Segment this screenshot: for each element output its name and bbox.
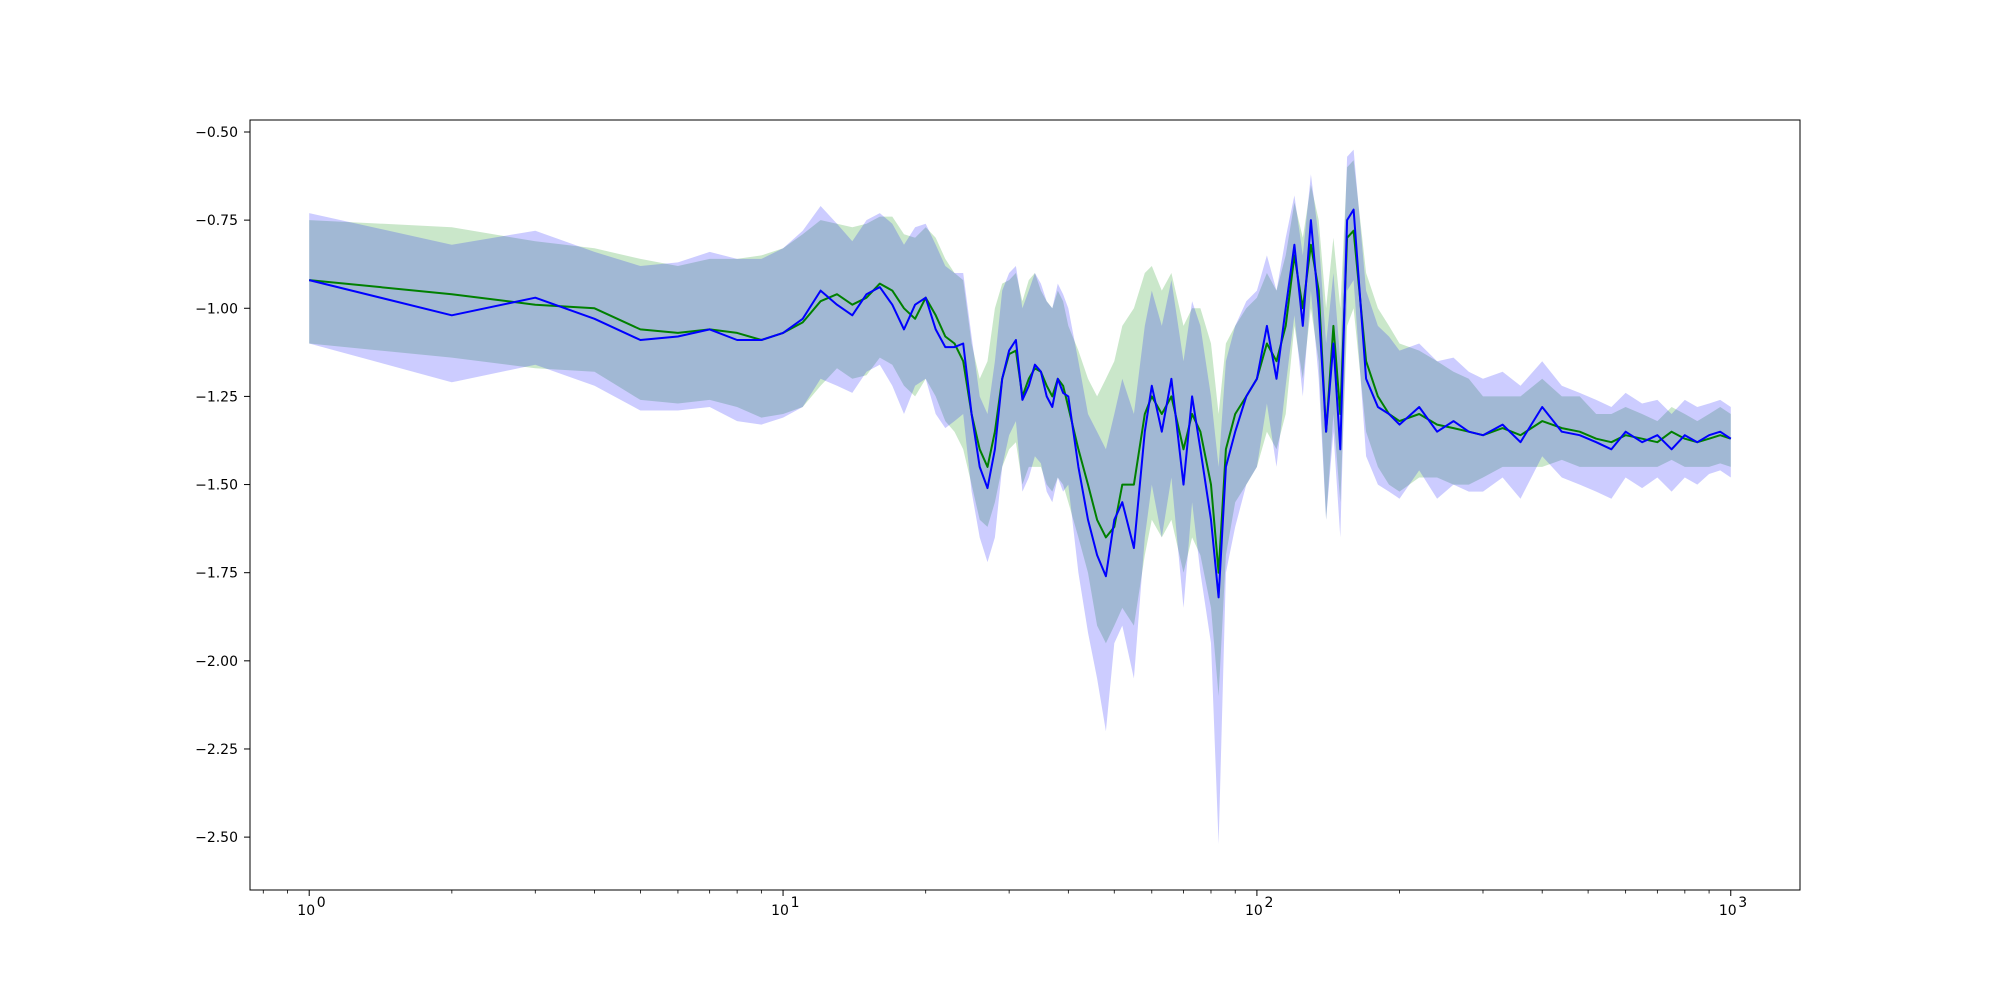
x-tick-exponent: 0 (317, 895, 326, 911)
x-tick-label: 10 (1245, 903, 1263, 919)
y-tick-label: −0.50 (195, 125, 238, 141)
series-1-band (309, 160, 1731, 697)
y-tick-label: −1.25 (195, 389, 238, 405)
x-tick-label: 10 (1719, 903, 1737, 919)
x-tick-label: 10 (297, 903, 315, 919)
plot-frame (249, 119, 1801, 891)
series-lines (308, 208, 1732, 599)
y-tick-label: −2.50 (195, 830, 238, 846)
x-tick-label: 10 (771, 903, 789, 919)
y-tick-label: −1.00 (195, 301, 238, 317)
series-2-line (308, 208, 1732, 599)
y-tick-label: −2.25 (195, 742, 238, 758)
x-tick-exponent: 1 (791, 895, 800, 911)
x-tick-exponent: 2 (1264, 895, 1273, 911)
y-tick-label: −1.75 (195, 566, 238, 582)
series-2-band (309, 149, 1731, 845)
y-tick-label: −2.00 (195, 654, 238, 670)
y-axis: −0.50 −0.75 −1.00 −1.25 −1.50 −1.75 −2.00 −2.25… (195, 125, 250, 846)
x-axis: 10 0 10 1 10 2 10 3 (262, 890, 1747, 919)
y-tick-label: −0.75 (195, 213, 238, 229)
x-tick-exponent: 3 (1738, 895, 1747, 911)
y-tick-label: −1.50 (195, 478, 238, 494)
confidence-bands (309, 149, 1731, 845)
